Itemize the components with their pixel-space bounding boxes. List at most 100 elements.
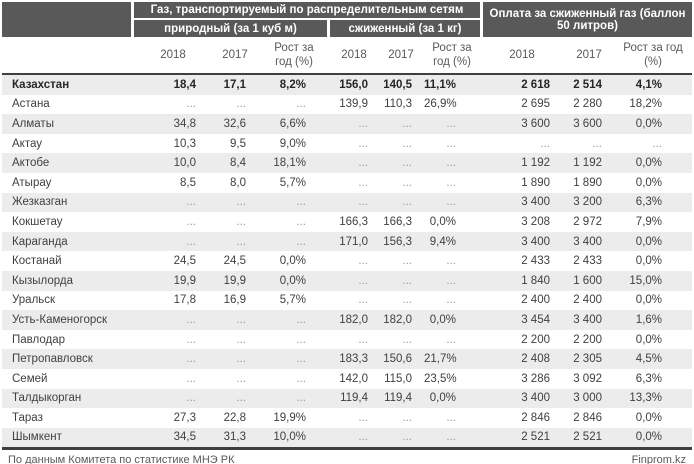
- value-cell: 3 400: [521, 392, 550, 405]
- table-body: Казахстан 18,4 17,1 8,2% 156,0 140,5 11,1% 2 61…: [2, 75, 693, 448]
- region-name: Актобе: [12, 157, 50, 170]
- value-cell: 0,0%: [279, 255, 306, 268]
- value-cell: 6,3%: [635, 372, 663, 385]
- header-group-balloon: Оплата за сжиженный газ (баллон 50 литро…: [480, 2, 693, 37]
- value-cell: 2 846: [521, 411, 550, 424]
- value-cell: 21,7%: [424, 353, 457, 366]
- value-cell: 2 972: [573, 215, 602, 228]
- value-cell: 0,0%: [635, 411, 663, 424]
- value-cell: 3 208: [521, 215, 550, 228]
- table-row: Кызылорда 19,9 19,9 0,0%......... 1 840 1 600…: [2, 270, 693, 291]
- table-row: Актау 10,3 9,5 9,0%..................: [2, 134, 692, 154]
- value-cell: ...: [402, 294, 412, 307]
- value-cell: 5,7%: [279, 176, 306, 189]
- value-cell: 18,4: [173, 78, 196, 91]
- footer: По данным Комитета по статистике МНЭ РК …: [2, 453, 692, 464]
- table-row: Костанай 24,5 24,5 0,0%......... 2 433 2 433 0…: [2, 251, 692, 271]
- value-cell: 2 400: [573, 294, 602, 307]
- value-cell: ...: [402, 411, 412, 424]
- value-cell: ...: [358, 176, 368, 189]
- table-row: Астана......... 139,9 110,3 26,9% 2 695 2 280…: [2, 95, 692, 115]
- value-cell: 3 400: [521, 196, 550, 209]
- value-cell: 182,0: [383, 313, 412, 326]
- value-cell: ...: [446, 255, 456, 268]
- value-cell: ...: [446, 333, 456, 346]
- value-cell: ...: [358, 333, 368, 346]
- footer-source-text: По данным Комитета по статистике МНЭ РК: [8, 454, 235, 464]
- value-cell: 0,0%: [635, 176, 663, 189]
- value-cell: 1 192: [521, 157, 550, 170]
- value-cell: 24,5: [173, 255, 196, 268]
- value-cell: 8,0: [230, 176, 246, 189]
- value-cell: ...: [402, 333, 412, 346]
- value-cell: 2 408: [521, 353, 550, 366]
- value-cell: 3 400: [521, 235, 550, 248]
- value-cell: 3 600: [521, 117, 550, 130]
- value-cell: 171,0: [339, 235, 368, 248]
- value-cell: 150,6: [383, 353, 412, 366]
- value-cell: 1,6%: [635, 313, 663, 326]
- value-cell: 1 890: [573, 176, 602, 189]
- value-cell: 32,6: [223, 117, 246, 130]
- table-row: Алматы 34,8 32,6 6,6%......... 3 600 3 600 0,0…: [2, 114, 693, 134]
- value-cell: ...: [592, 137, 602, 150]
- header-liquefied-growth: Рост за год (%): [424, 37, 480, 75]
- value-cell: ...: [296, 98, 306, 111]
- header-balloon-2018: 2018: [480, 37, 564, 75]
- value-cell: 3 400: [573, 235, 602, 248]
- value-cell: 0,0%: [635, 157, 663, 170]
- header-subgroup-row: природный (за 1 куб м) сжиженный (за 1 к…: [2, 20, 692, 37]
- value-cell: 26,9%: [424, 98, 457, 111]
- value-cell: ...: [236, 353, 246, 366]
- value-cell: 156,3: [383, 235, 412, 248]
- region-name: Шымкент: [12, 431, 62, 444]
- value-cell: 8,4: [230, 157, 246, 170]
- value-cell: 31,3: [223, 431, 246, 444]
- value-cell: 2 433: [521, 255, 550, 268]
- region-name: Уральск: [12, 294, 56, 307]
- value-cell: ...: [446, 411, 456, 424]
- table-row: Караганда......... 171,0 156,3 9,4% 3 400 3 4…: [2, 231, 693, 252]
- value-cell: ...: [402, 157, 412, 170]
- value-cell: 2 400: [521, 294, 550, 307]
- value-cell: ...: [236, 372, 246, 385]
- value-cell: ...: [402, 196, 412, 209]
- value-cell: 3 000: [573, 392, 602, 405]
- value-cell: ...: [236, 196, 246, 209]
- value-cell: 3 600: [573, 117, 602, 130]
- value-cell: 2 514: [573, 78, 602, 91]
- table-row: Атырау 8,5 8,0 5,7%......... 1 890 1 890 0,0%: [2, 173, 692, 193]
- value-cell: 34,8: [173, 117, 196, 130]
- bottom-rule: [2, 447, 692, 451]
- value-cell: 10,0: [173, 157, 196, 170]
- value-cell: 34,5: [173, 431, 196, 444]
- value-cell: 142,0: [339, 372, 368, 385]
- value-cell: 2 305: [573, 353, 602, 366]
- value-cell: ...: [358, 431, 368, 444]
- header-corner-cell: [2, 2, 134, 37]
- value-cell: 1 192: [573, 157, 602, 170]
- region-name: Павлодар: [12, 333, 65, 346]
- value-cell: ...: [358, 137, 368, 150]
- value-cell: 2 200: [521, 333, 550, 346]
- value-cell: 0,0%: [635, 294, 663, 307]
- value-cell: ...: [358, 157, 368, 170]
- value-cell: 0,0%: [635, 333, 663, 346]
- value-cell: 2 521: [521, 431, 550, 444]
- value-cell: 110,3: [384, 98, 412, 111]
- value-cell: 19,9: [173, 274, 196, 287]
- value-cell: ...: [358, 255, 368, 268]
- region-name: Костанай: [12, 255, 62, 268]
- value-cell: 15,0%: [629, 274, 663, 287]
- header-liquefied-2018: 2018: [330, 37, 378, 75]
- value-cell: ...: [540, 137, 550, 150]
- header-liquefied-2017: 2017: [378, 37, 424, 75]
- value-cell: 27,3: [173, 411, 196, 424]
- value-cell: 6,3%: [635, 196, 663, 209]
- value-cell: ...: [236, 98, 246, 111]
- header-natural-2017: 2017: [212, 37, 258, 75]
- value-cell: ...: [186, 235, 196, 248]
- header-years-row: 2018 2017 Рост за год (%) 2018 2017 Рост…: [2, 37, 693, 75]
- value-cell: ...: [236, 333, 246, 346]
- value-cell: ...: [296, 353, 306, 366]
